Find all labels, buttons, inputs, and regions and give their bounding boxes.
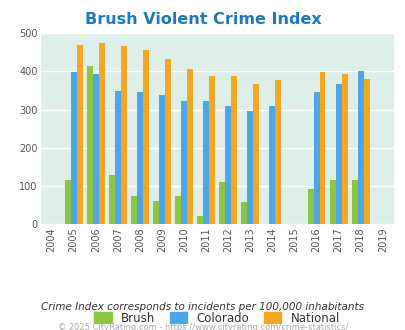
Bar — [275, 80, 281, 224]
Text: Brush Violent Crime Index: Brush Violent Crime Index — [84, 12, 321, 26]
Bar — [115, 91, 121, 224]
Bar — [98, 43, 104, 224]
Bar — [253, 83, 259, 224]
Bar — [219, 182, 225, 224]
Bar — [187, 69, 192, 224]
Bar — [136, 92, 143, 224]
Bar — [87, 66, 93, 224]
Bar — [341, 74, 347, 224]
Bar — [159, 95, 164, 224]
Bar — [269, 106, 275, 224]
Legend: Brush, Colorado, National: Brush, Colorado, National — [89, 307, 344, 329]
Bar — [247, 112, 253, 224]
Bar — [77, 45, 83, 224]
Bar — [202, 101, 209, 224]
Bar — [143, 50, 149, 224]
Bar — [225, 106, 231, 224]
Bar — [357, 71, 363, 224]
Bar — [121, 46, 126, 224]
Bar — [164, 59, 171, 224]
Bar — [65, 181, 70, 224]
Bar — [175, 196, 181, 224]
Bar — [307, 189, 313, 224]
Bar — [319, 72, 325, 224]
Text: Crime Index corresponds to incidents per 100,000 inhabitants: Crime Index corresponds to incidents per… — [41, 302, 364, 312]
Bar — [93, 74, 98, 224]
Bar — [313, 92, 319, 224]
Bar — [351, 181, 357, 224]
Bar — [363, 79, 369, 224]
Text: © 2025 CityRating.com - https://www.cityrating.com/crime-statistics/: © 2025 CityRating.com - https://www.city… — [58, 323, 347, 330]
Bar — [209, 76, 215, 224]
Bar — [109, 175, 115, 224]
Bar — [131, 196, 136, 224]
Bar — [335, 84, 341, 224]
Bar — [70, 72, 77, 224]
Bar — [181, 101, 187, 224]
Bar — [197, 216, 202, 224]
Bar — [153, 201, 159, 224]
Bar — [241, 202, 247, 224]
Bar — [329, 181, 335, 224]
Bar — [231, 76, 237, 224]
